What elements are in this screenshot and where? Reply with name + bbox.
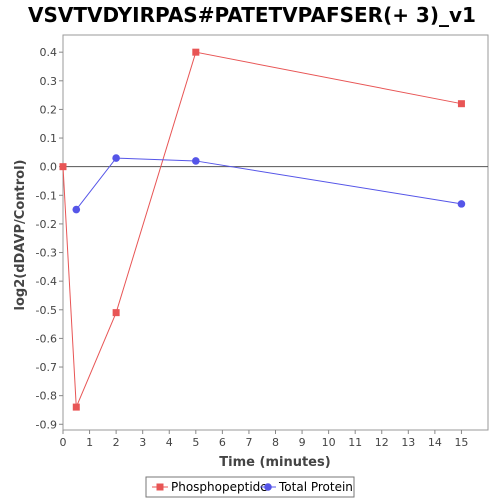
y-tick-label: 0.3: [40, 75, 58, 88]
y-tick-label: 0.0: [40, 161, 58, 174]
y-tick-label: 0.2: [40, 103, 58, 116]
series-line: [75, 157, 462, 210]
x-tick-label: 14: [428, 436, 442, 449]
y-tick-label: -0.1: [36, 189, 57, 202]
x-tick-label: 1: [86, 436, 93, 449]
x-axis-label: Time (minutes): [219, 455, 330, 470]
legend: Phosphopeptide Total Protein: [145, 476, 355, 498]
x-tick-label: 7: [245, 436, 252, 449]
legend-label: Total Protein: [278, 480, 353, 494]
y-tick-label: -0.8: [36, 390, 57, 403]
data-point-square: [59, 163, 67, 171]
data-point-circle: [192, 157, 200, 165]
legend-marker-square: [156, 483, 164, 491]
x-tick-label: 11: [348, 436, 362, 449]
x-tick-label: 5: [192, 436, 199, 449]
x-tick-label: 8: [272, 436, 279, 449]
legend-box: [145, 476, 355, 498]
x-tick-label: 2: [113, 436, 120, 449]
chart-title: VSVTVDYIRPAS#PATETVPAFSER(+ 3)_v1: [28, 3, 476, 27]
x-tick-label: 12: [375, 436, 389, 449]
x-tick-label: 6: [219, 436, 226, 449]
x-tick-label: 0: [60, 436, 67, 449]
data-point-square: [457, 100, 465, 108]
y-tick-label: -0.3: [36, 247, 57, 260]
plot-area: 0.4 0.3 0.2 0.1 0.0 -0.1 -0.2 -0.3 -0.4 -0.5 -0.6 -…: [36, 34, 489, 449]
data-point-circle: [72, 205, 81, 214]
y-tick-label: -0.6: [36, 332, 57, 345]
data-point-square: [72, 403, 80, 411]
data-point-circle: [457, 200, 466, 208]
x-tick-label: 15: [454, 436, 468, 449]
y-tick-label: -0.2: [36, 218, 57, 231]
plot-frame: [62, 34, 489, 431]
y-tick-label: 0.1: [40, 132, 58, 145]
x-tick-label: 3: [139, 436, 146, 449]
x-tick-label: 10: [322, 436, 336, 449]
legend-marker-circle: [264, 483, 272, 491]
data-point-circle: [112, 154, 120, 162]
y-tick-label: -0.5: [36, 304, 57, 317]
x-tick-label: 9: [299, 436, 306, 449]
x-tick-label: 13: [401, 436, 415, 449]
data-point-square: [192, 48, 200, 56]
x-tick-label: 4: [166, 436, 173, 449]
y-axis-label: log2(dDAVP/Control): [13, 160, 28, 311]
y-tick-label: -0.9: [36, 418, 57, 431]
y-tick-label: -0.7: [36, 361, 57, 374]
data-point-square: [112, 309, 120, 317]
y-tick-label: 0.4: [40, 46, 58, 59]
legend-label: Phosphopeptide: [171, 480, 268, 494]
y-tick-label: -0.4: [36, 275, 57, 288]
